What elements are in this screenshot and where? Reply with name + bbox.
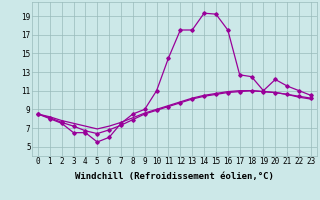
X-axis label: Windchill (Refroidissement éolien,°C): Windchill (Refroidissement éolien,°C) — [75, 172, 274, 181]
